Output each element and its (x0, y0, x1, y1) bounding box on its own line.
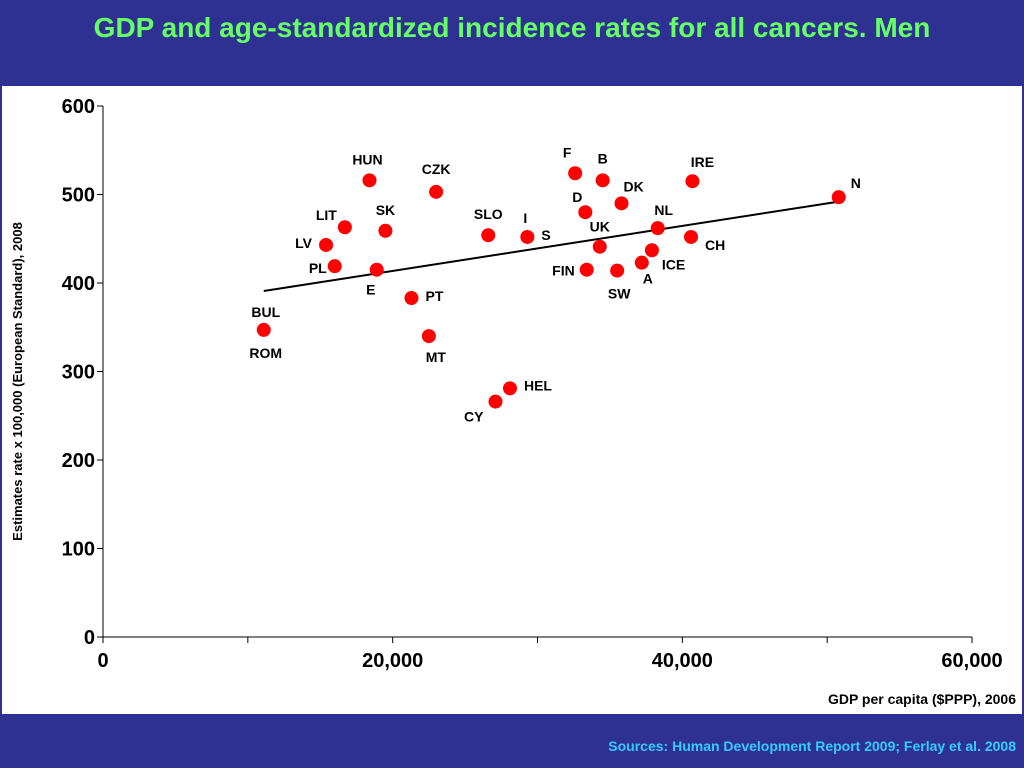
point-label: CZK (422, 161, 451, 177)
data-point (614, 196, 629, 211)
trend-line (263, 200, 839, 292)
point-label: DK (624, 178, 644, 194)
y-tick-label: 400 (62, 273, 95, 295)
point-label: IRE (691, 154, 714, 170)
data-point (378, 223, 393, 238)
footer-bar: Sources: Human Development Report 2009; … (0, 714, 1024, 768)
data-point (319, 237, 334, 252)
scatter-chart: 0 100 200 300 400 500 600 0 20,000 40,000 60,000 GD… (10, 96, 1016, 707)
point-label: SW (608, 286, 631, 302)
point-label: ROM (249, 345, 282, 361)
x-axis-label: GDP per capita ($PPP), 2006 (828, 691, 1016, 707)
point-label: MT (426, 349, 447, 365)
y-tick-label: 600 (62, 96, 95, 118)
y-tick-label: 0 (84, 627, 95, 649)
point-label: F (563, 144, 572, 160)
data-point (362, 173, 377, 188)
data-point (578, 205, 593, 220)
point-label: S (541, 227, 550, 243)
data-point (256, 322, 271, 337)
title-bar: GDP and age-standardized incidence rates… (0, 0, 1024, 86)
data-point (404, 291, 419, 306)
y-tick-label: 100 (62, 539, 95, 561)
data-point (595, 173, 610, 188)
point-label: HUN (352, 151, 382, 167)
data-point (502, 381, 517, 396)
data-point (650, 221, 665, 236)
sources-note: Sources: Human Development Report 2009; … (608, 738, 1016, 754)
x-tick-label: 60,000 (941, 650, 1002, 672)
data-point (421, 329, 436, 344)
y-tick-label: 200 (62, 450, 95, 472)
point-label: ICE (662, 256, 685, 272)
point-label: B (598, 150, 608, 166)
data-point (369, 262, 384, 277)
x-tick-label: 0 (97, 650, 108, 672)
data-point (684, 229, 699, 244)
y-tick-label: 300 (62, 362, 95, 384)
point-label: A (643, 271, 653, 287)
x-tick-label: 20,000 (362, 650, 423, 672)
point-label: SLO (474, 206, 503, 222)
point-label: FIN (552, 263, 575, 279)
data-point (592, 239, 607, 254)
data-point (634, 255, 649, 270)
data-point (488, 394, 503, 409)
data-point (831, 190, 846, 205)
data-point (337, 220, 352, 235)
point-label: NL (654, 202, 673, 218)
point-label: D (572, 189, 582, 205)
point-label: CH (705, 237, 725, 253)
y-tick-label: 500 (62, 185, 95, 207)
data-point (685, 174, 700, 189)
data-point (644, 243, 659, 258)
data-point (568, 166, 583, 181)
data-point (429, 184, 444, 199)
point-label: N (851, 175, 861, 191)
point-label: BUL (251, 304, 280, 320)
data-point (520, 229, 535, 244)
point-label: PL (309, 260, 327, 276)
point-label: CY (464, 409, 484, 425)
x-tick-label: 40,000 (652, 650, 713, 672)
slide-title: GDP and age-standardized incidence rates… (93, 12, 931, 43)
point-label: E (366, 282, 375, 298)
data-point (579, 262, 594, 277)
point-label: SK (376, 202, 395, 218)
point-label: PT (425, 288, 443, 304)
point-label: I (523, 210, 527, 226)
plot-area: 0 100 200 300 400 500 600 0 20,000 40,000 60,000 GD… (2, 86, 1022, 714)
point-label: UK (590, 219, 610, 235)
data-point (481, 228, 496, 243)
y-axis-label: Estimates rate x 100,000 (European Stand… (10, 222, 25, 541)
data-point (610, 263, 625, 278)
point-label: HEL (524, 377, 552, 393)
point-label: LV (295, 235, 313, 251)
data-point (327, 259, 342, 274)
point-label: LIT (316, 207, 337, 223)
